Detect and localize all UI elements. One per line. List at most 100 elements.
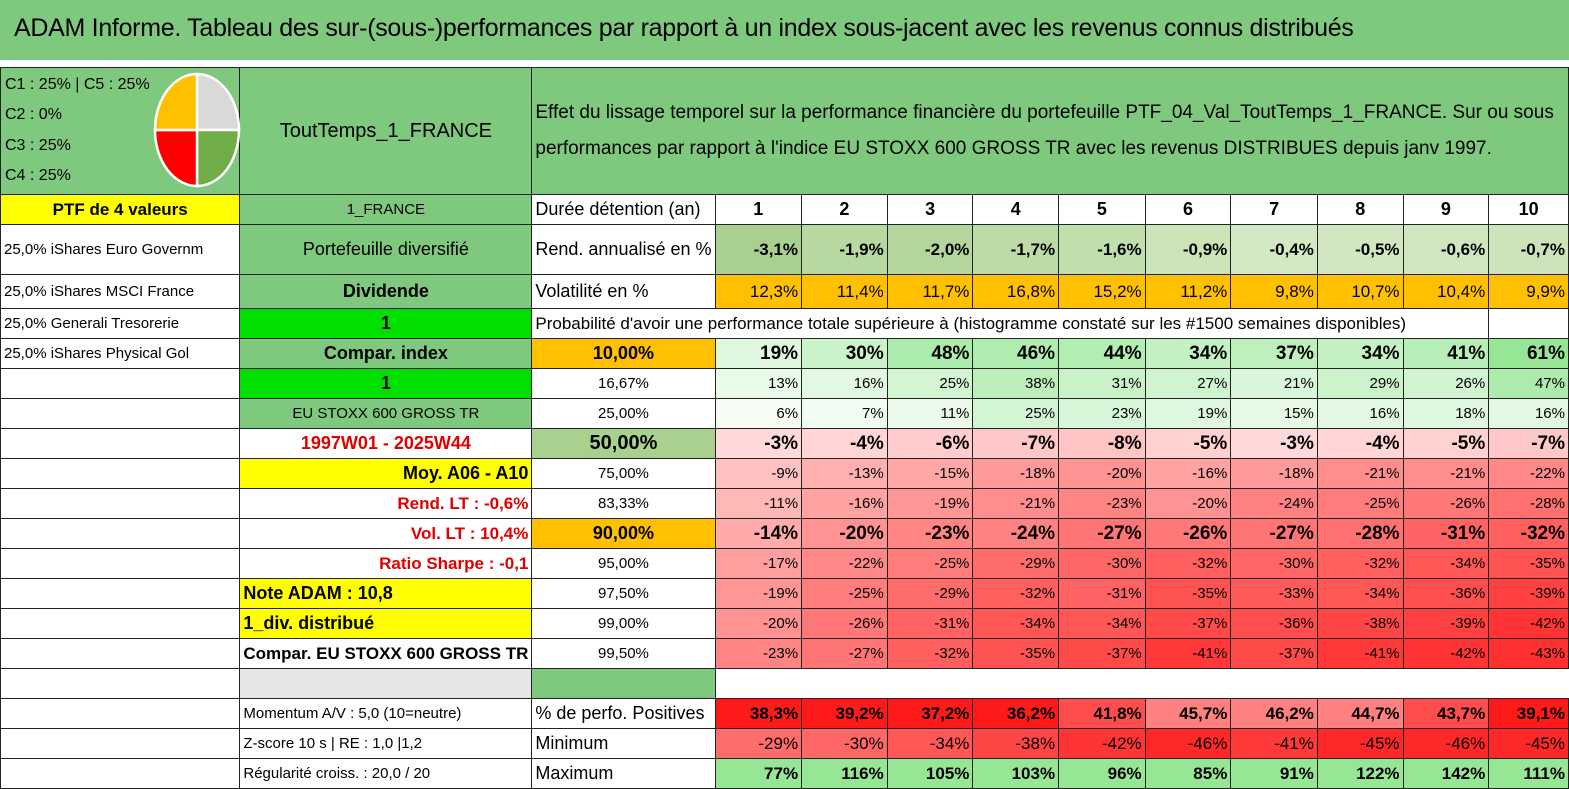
- duration-label: Durée détention (an): [531, 193, 716, 225]
- empty-cell: [0, 457, 241, 489]
- vol-lt: Vol. LT : 10,4%: [239, 517, 533, 549]
- quantile-value: -43%: [1488, 637, 1569, 669]
- quantile-threshold: 50,00%: [531, 427, 716, 459]
- year-header: 2: [801, 193, 888, 225]
- quantile-value: 15%: [1230, 397, 1318, 429]
- quantile-value: -25%: [886, 547, 974, 579]
- max-value: 85%: [1144, 757, 1232, 789]
- quantile-value: 29%: [1316, 367, 1404, 399]
- quantile-value: -32%: [886, 637, 974, 669]
- empty-cell: [0, 577, 241, 609]
- table-row: PTF de 4 valeurs 1_FRANCE Durée détention …: [0, 193, 1569, 225]
- quantile-value: -37%: [1230, 637, 1318, 669]
- quantile-value: -4%: [801, 427, 888, 459]
- max-label: Maximum: [531, 757, 716, 789]
- table-row: Vol. LT : 10,4% 90,00% -14% -20% -23% -24% -27…: [0, 517, 1569, 549]
- quantile-value: -38%: [1316, 607, 1404, 639]
- empty-cell: [0, 367, 241, 399]
- quantile-value: -27%: [1058, 517, 1146, 549]
- quantile-threshold: 83,33%: [531, 487, 716, 519]
- quantile-value: -16%: [801, 487, 888, 519]
- quantile-value: 11%: [886, 397, 974, 429]
- table-row: EU STOXX 600 GROSS TR 25,00% 6% 7% 11% 25% 23%…: [0, 397, 1569, 429]
- quantile-value: -26%: [801, 607, 888, 639]
- rend-value: -1,9%: [801, 223, 888, 275]
- momentum-label: Momentum A/V : 5,0 (10=neutre): [239, 697, 533, 729]
- quantile-value: -29%: [972, 547, 1060, 579]
- holding-item: 25,0% iShares Euro Governm: [0, 223, 241, 275]
- table-row: 1997W01 - 2025W44 50,00% -3% -4% -6% -7% -8% -5…: [0, 427, 1569, 459]
- quantile-threshold: 25,00%: [531, 397, 716, 429]
- empty-cell: [239, 667, 533, 699]
- quantile-value: -37%: [1058, 637, 1146, 669]
- min-value: -46%: [1144, 727, 1232, 759]
- max-value: 91%: [1230, 757, 1318, 789]
- empty-cell: [0, 607, 241, 639]
- quantile-value: -34%: [1316, 577, 1404, 609]
- max-value: 122%: [1316, 757, 1404, 789]
- pos-value: 38,3%: [714, 697, 803, 729]
- quantile-value: -7%: [972, 427, 1060, 459]
- pie-slice: [153, 72, 199, 132]
- quantile-value: -22%: [801, 547, 888, 579]
- quantile-value: 37%: [1230, 337, 1318, 369]
- quantile-value: -32%: [972, 577, 1060, 609]
- table-row: 25,0% Generali Tresorerie 1 Probabilité d'…: [0, 307, 1569, 339]
- pie-slice: [195, 128, 241, 188]
- min-value: -30%: [801, 727, 888, 759]
- quantile-value: -23%: [1058, 487, 1146, 519]
- quantile-value: 18%: [1402, 397, 1490, 429]
- pos-value: 39,1%: [1488, 697, 1569, 729]
- quantile-value: 6%: [714, 397, 803, 429]
- empty-cell: [0, 427, 241, 459]
- rend-value: -1,7%: [972, 223, 1060, 275]
- quantile-value: -18%: [1230, 457, 1318, 489]
- quantile-value: -36%: [1402, 577, 1490, 609]
- quantile-value: 7%: [801, 397, 888, 429]
- quantile-value: -13%: [801, 457, 888, 489]
- pie-slice: [195, 72, 241, 132]
- quantile-value: -35%: [1144, 577, 1232, 609]
- quantile-value: -19%: [886, 487, 974, 519]
- compar-index-value: 1: [239, 367, 533, 399]
- quantile-value: -34%: [972, 607, 1060, 639]
- max-value: 111%: [1488, 757, 1569, 789]
- vol-value: 10,4%: [1402, 273, 1490, 309]
- allocation-line: C1 : 25% | C5 : 25%: [5, 76, 150, 93]
- country-label: 1_FRANCE: [239, 193, 533, 225]
- quantile-value: -35%: [972, 637, 1060, 669]
- max-value: 142%: [1402, 757, 1490, 789]
- quantile-value: -15%: [886, 457, 974, 489]
- rend-lt: Rend. LT : -0,6%: [239, 487, 533, 519]
- rend-value: -3,1%: [714, 223, 803, 275]
- quantile-value: 31%: [1058, 367, 1146, 399]
- max-value: 77%: [714, 757, 803, 789]
- quantile-threshold: 99,00%: [531, 607, 716, 639]
- quantile-value: -26%: [1402, 487, 1490, 519]
- quantile-value: -31%: [1402, 517, 1490, 549]
- rend-label: Rend. annualisé en %: [531, 223, 716, 275]
- quantile-value: -32%: [1144, 547, 1232, 579]
- period-label: 1997W01 - 2025W44: [239, 427, 533, 459]
- table-row: Z-score 10 s | RE : 1,0 |1,2 Minimum -29% -…: [0, 727, 1569, 759]
- empty-cell: [715, 668, 1569, 698]
- rend-value: -2,0%: [886, 223, 974, 275]
- quantile-threshold: 95,00%: [531, 547, 716, 579]
- quantile-value: -14%: [714, 517, 803, 549]
- quantile-value: 48%: [886, 337, 974, 369]
- compar-full: Compar. EU STOXX 600 GROSS TR: [239, 637, 533, 669]
- quantile-value: -24%: [1230, 487, 1318, 519]
- quantile-threshold: 75,00%: [531, 457, 716, 489]
- quantile-value: -22%: [1488, 457, 1569, 489]
- quantile-value: -41%: [1144, 637, 1232, 669]
- vol-value: 11,4%: [801, 273, 888, 309]
- report-title-bar: ADAM Informe. Tableau des sur-(sous-)per…: [0, 0, 1569, 62]
- quantile-value: -42%: [1488, 607, 1569, 639]
- zscore-label: Z-score 10 s | RE : 1,0 |1,2: [239, 727, 533, 759]
- quantile-value: 34%: [1316, 337, 1404, 369]
- sharpe-ratio: Ratio Sharpe : -0,1: [239, 547, 533, 579]
- compar-index-label: Compar. index: [239, 337, 533, 369]
- quantile-value: -25%: [801, 577, 888, 609]
- quantile-value: 34%: [1144, 337, 1232, 369]
- quantile-value: -30%: [1230, 547, 1318, 579]
